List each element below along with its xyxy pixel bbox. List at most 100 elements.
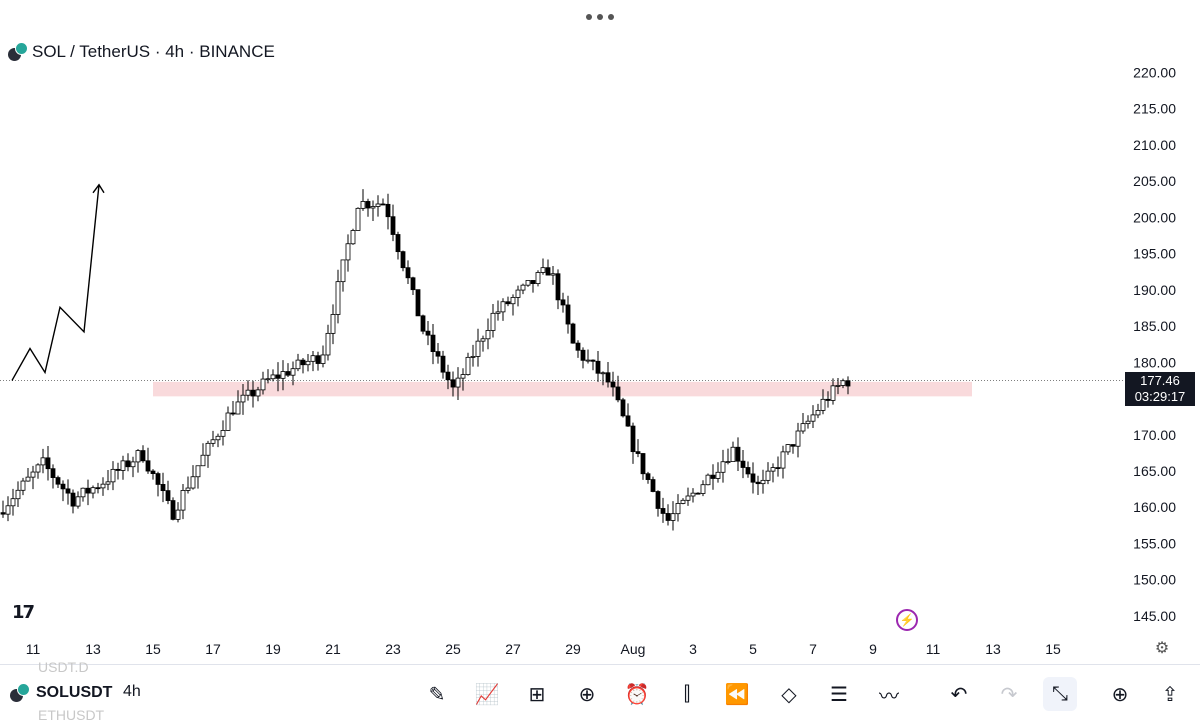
candle-body — [255, 389, 261, 397]
candle-body — [580, 349, 586, 361]
support-zone[interactable] — [153, 381, 972, 397]
candle-body — [450, 379, 456, 388]
candle-body — [595, 360, 601, 374]
settings-sliders-icon[interactable]: ☰ — [830, 683, 848, 706]
price-chart[interactable]: 145.00150.00155.00160.00165.00170.00175.… — [0, 0, 1200, 664]
candle-body — [690, 492, 696, 497]
candle-body — [645, 473, 651, 480]
candle-body — [665, 513, 671, 521]
last-price-value: 177.46 — [1140, 373, 1180, 388]
indicators-icon[interactable]: 📈 — [474, 683, 500, 706]
candle-body — [15, 489, 21, 500]
candle-body — [330, 314, 336, 334]
candle-body — [275, 374, 281, 379]
candle-body — [55, 477, 61, 485]
x-tick-label: 13 — [985, 641, 1001, 657]
candle-body — [395, 234, 401, 253]
candle-body — [350, 230, 356, 245]
time-axis[interactable]: 11 13 15 17 19 21 23 25 27 29 Aug 3 5 7 9 11 13 15 — [26, 641, 1061, 657]
add-chart-icon[interactable]: ⊕ — [1111, 683, 1129, 706]
candle-body — [265, 378, 271, 381]
candle-body — [760, 479, 766, 485]
y-tick-label: 210.00 — [1133, 137, 1176, 153]
candle-body — [110, 468, 116, 483]
candlestick-series[interactable] — [0, 189, 851, 531]
candle-body — [700, 484, 706, 494]
y-tick-label: 155.00 — [1133, 535, 1176, 551]
candle-body — [60, 483, 66, 490]
symbol-header[interactable]: SOL / TetherUS · 4h · BINANCE — [8, 42, 275, 62]
candle-body — [460, 374, 466, 379]
candle-body — [495, 311, 501, 314]
x-tick-label: 5 — [749, 641, 757, 657]
projection-path[interactable] — [11, 184, 100, 381]
share-icon[interactable]: ⇪ — [1161, 683, 1179, 706]
candle-body — [565, 304, 571, 325]
layers-icon[interactable]: ◇ — [781, 683, 797, 706]
candle-body — [200, 454, 206, 467]
alarm-icon[interactable]: ⏰ — [624, 683, 650, 706]
candle-body — [825, 398, 831, 401]
y-tick-label: 190.00 — [1133, 282, 1176, 298]
candle-body — [440, 355, 446, 373]
candles-icon[interactable]: ⫿ — [683, 682, 691, 705]
symbol-label: SOLUSDT — [36, 684, 113, 701]
collapse-icon[interactable]: ⤡ — [1043, 677, 1077, 711]
candle-body — [650, 479, 656, 492]
y-tick-label: 180.00 — [1133, 354, 1176, 370]
candle-body — [65, 488, 71, 494]
candle-body — [485, 330, 491, 340]
candle-body — [465, 356, 471, 375]
price-axis[interactable]: 145.00150.00155.00160.00165.00170.00175.… — [1133, 65, 1176, 624]
candle-body — [335, 281, 341, 315]
x-tick-label: 25 — [445, 641, 461, 657]
candle-body — [5, 505, 11, 515]
candle-body — [165, 490, 171, 501]
candle-body — [725, 461, 731, 464]
candle-body — [405, 267, 411, 279]
candle-body — [230, 412, 236, 415]
y-tick-label: 185.00 — [1133, 318, 1176, 334]
trend-icon[interactable]: 〰 — [879, 685, 899, 708]
sol-usdt-logo-icon — [8, 42, 28, 62]
candle-body — [630, 425, 636, 453]
candle-body — [510, 297, 516, 305]
candle-body — [820, 398, 826, 411]
candle-body — [430, 334, 436, 352]
candle-body — [45, 457, 51, 470]
x-tick-label: 21 — [325, 641, 341, 657]
candle-body — [205, 442, 211, 456]
drag-handle-icon[interactable] — [584, 10, 616, 24]
y-tick-label: 145.00 — [1133, 608, 1176, 624]
candle-body — [10, 498, 16, 507]
y-tick-label: 165.00 — [1133, 463, 1176, 479]
watchlist-ghost-prev: USDT.D — [38, 659, 89, 675]
candle-body — [365, 201, 371, 209]
pencil-icon[interactable]: ✎ — [428, 683, 446, 706]
candle-body — [680, 499, 686, 504]
candle-body — [625, 415, 631, 427]
y-tick-label: 220.00 — [1133, 65, 1176, 81]
x-tick-label: 11 — [926, 641, 941, 657]
rewind-icon[interactable]: ⏪ — [724, 683, 750, 706]
candle-body — [795, 430, 801, 447]
candle-body — [670, 513, 676, 521]
candle-body — [300, 359, 306, 366]
candle-body — [740, 460, 746, 468]
interval-selector[interactable]: 4h — [123, 683, 141, 700]
candle-body — [20, 480, 26, 491]
lightning-icon[interactable]: ⚡ — [896, 609, 918, 631]
candle-body — [180, 490, 186, 511]
bottom-toolbar: USDT.D SOLUSDT 4h ETHUSDT ✎ 📈 ⊞ ⊕ ⏰ ⫿ ⏪ ◇ ☰ 〰 ↶ ↷ ⤡ ⊕… — [0, 659, 1200, 723]
candle-body — [125, 460, 131, 468]
grid-icon[interactable]: ⊞ — [528, 683, 546, 706]
candle-body — [735, 446, 741, 462]
redo-icon[interactable]: ↷ — [1000, 683, 1018, 706]
add-icon[interactable]: ⊕ — [578, 683, 596, 706]
undo-icon[interactable]: ↶ — [950, 683, 968, 706]
gear-icon[interactable]: ⚙ — [1154, 640, 1170, 657]
candle-body — [635, 451, 641, 454]
symbol-selector[interactable]: SOLUSDT — [10, 683, 112, 703]
candle-body — [480, 338, 486, 342]
tradingview-logo-icon[interactable]: 17 — [12, 602, 35, 623]
